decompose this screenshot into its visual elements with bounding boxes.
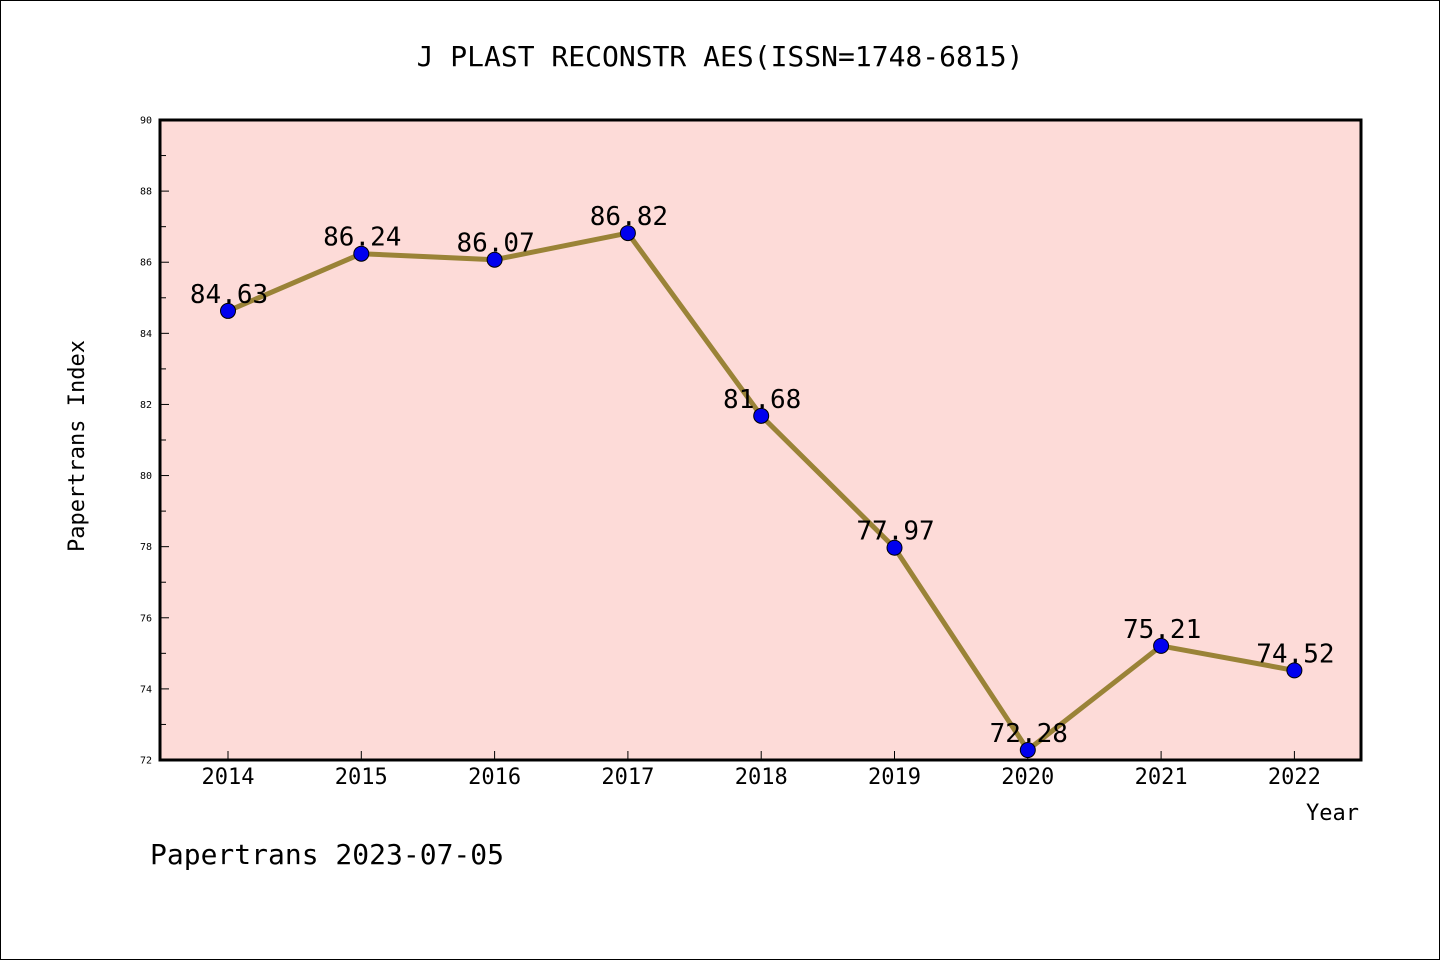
x-tick-label: 2020 [1001,765,1054,790]
data-point [353,245,370,262]
footer-credit: Papertrans 2023-07-05 [150,838,504,871]
data-point [220,302,236,319]
data-point [1286,662,1303,679]
data-label: 81.68 [723,385,801,415]
data-label: 77.97 [856,517,934,547]
data-point [753,407,770,424]
y-axis-title: Papertrans Index [65,340,90,552]
plot-area [158,118,1363,762]
data-point [619,225,636,242]
data-point [486,251,503,268]
data-point [1019,742,1036,759]
y-tick-label: 74 [140,684,152,695]
data-point [1153,637,1170,654]
y-tick-label: 78 [140,542,152,553]
data-label: 84.63 [190,280,268,310]
x-tick-label: 2016 [468,765,521,790]
x-axis: 2014 2015 2016 2017 2018 2019 2020 2021 2022 [202,751,1321,790]
y-tick-label: 88 [140,187,152,198]
data-labels: 84.63 86.24 86.07 86.82 81.68 77.97 72.28 75.21… [190,202,1335,749]
data-label: 86.24 [323,223,401,253]
y-tick-label: 84 [140,329,152,340]
x-tick-label: 2015 [335,765,388,790]
data-label: 86.07 [456,229,534,259]
chart-title: J PLAST RECONSTR AES(ISSN=1748-6815) [417,40,1024,73]
y-tick-label: 86 [140,258,152,269]
y-tick-label: 80 [140,471,152,482]
y-tick-label: 76 [140,613,152,624]
y-axis: 72 74 76 78 80 82 84 86 88 90 [140,116,169,767]
data-points [220,225,1303,759]
x-axis-title: Year [1306,801,1359,826]
x-tick-label: 2018 [735,765,788,790]
x-tick-label: 2017 [601,765,654,790]
data-label: 72.28 [990,719,1068,749]
y-tick-label: 90 [140,116,152,127]
data-label: 74.52 [1256,639,1334,669]
x-tick-label: 2021 [1135,765,1188,790]
x-tick-label: 2019 [868,765,921,790]
y-tick-label: 72 [140,756,152,767]
y-tick-label: 82 [140,400,152,411]
data-point [886,539,903,556]
x-tick-label: 2014 [202,765,255,790]
data-label: 86.82 [590,202,668,232]
x-tick-label: 2022 [1268,765,1321,790]
data-label: 75.21 [1123,615,1201,645]
